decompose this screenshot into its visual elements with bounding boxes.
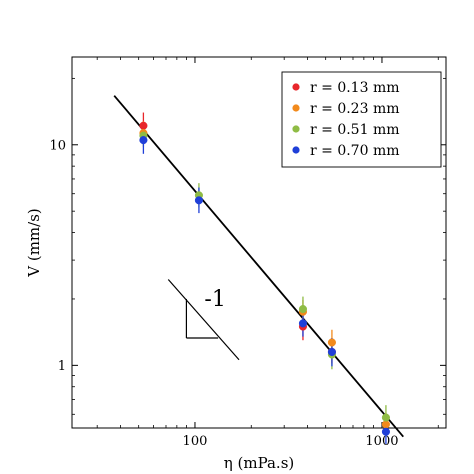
data-point (139, 121, 148, 130)
data-point (327, 347, 336, 357)
data-point (139, 136, 148, 145)
legend-label: r = 0.51 mm (310, 122, 400, 138)
data-point (194, 196, 203, 205)
legend-box (281, 71, 442, 168)
data-point (327, 338, 336, 347)
y-tick-label: 10 (49, 138, 66, 153)
data-point (381, 413, 390, 422)
fit-line (113, 95, 404, 438)
plot-frame (71, 56, 447, 429)
legend-label: r = 0.13 mm (310, 80, 400, 96)
x-axis-label: η (mPa.s) (224, 454, 295, 472)
y-tick-label: 1 (58, 359, 66, 374)
legend-marker (292, 125, 300, 133)
data-point (381, 427, 390, 436)
slope-label: -1 (204, 287, 225, 312)
data-point (298, 319, 308, 328)
legend-marker (292, 104, 300, 112)
data-point (381, 420, 390, 429)
data-point (298, 304, 308, 314)
y-axis-label: V (mm/s) (25, 208, 43, 278)
legend-marker (292, 83, 300, 91)
slope-triangle-hypotenuse (167, 279, 240, 361)
x-tick-label: 1000 (365, 434, 398, 449)
legend-label: r = 0.70 mm (310, 143, 400, 159)
legend-label: r = 0.23 mm (310, 101, 400, 117)
x-tick-label: 100 (183, 434, 208, 449)
legend-marker (292, 146, 300, 154)
